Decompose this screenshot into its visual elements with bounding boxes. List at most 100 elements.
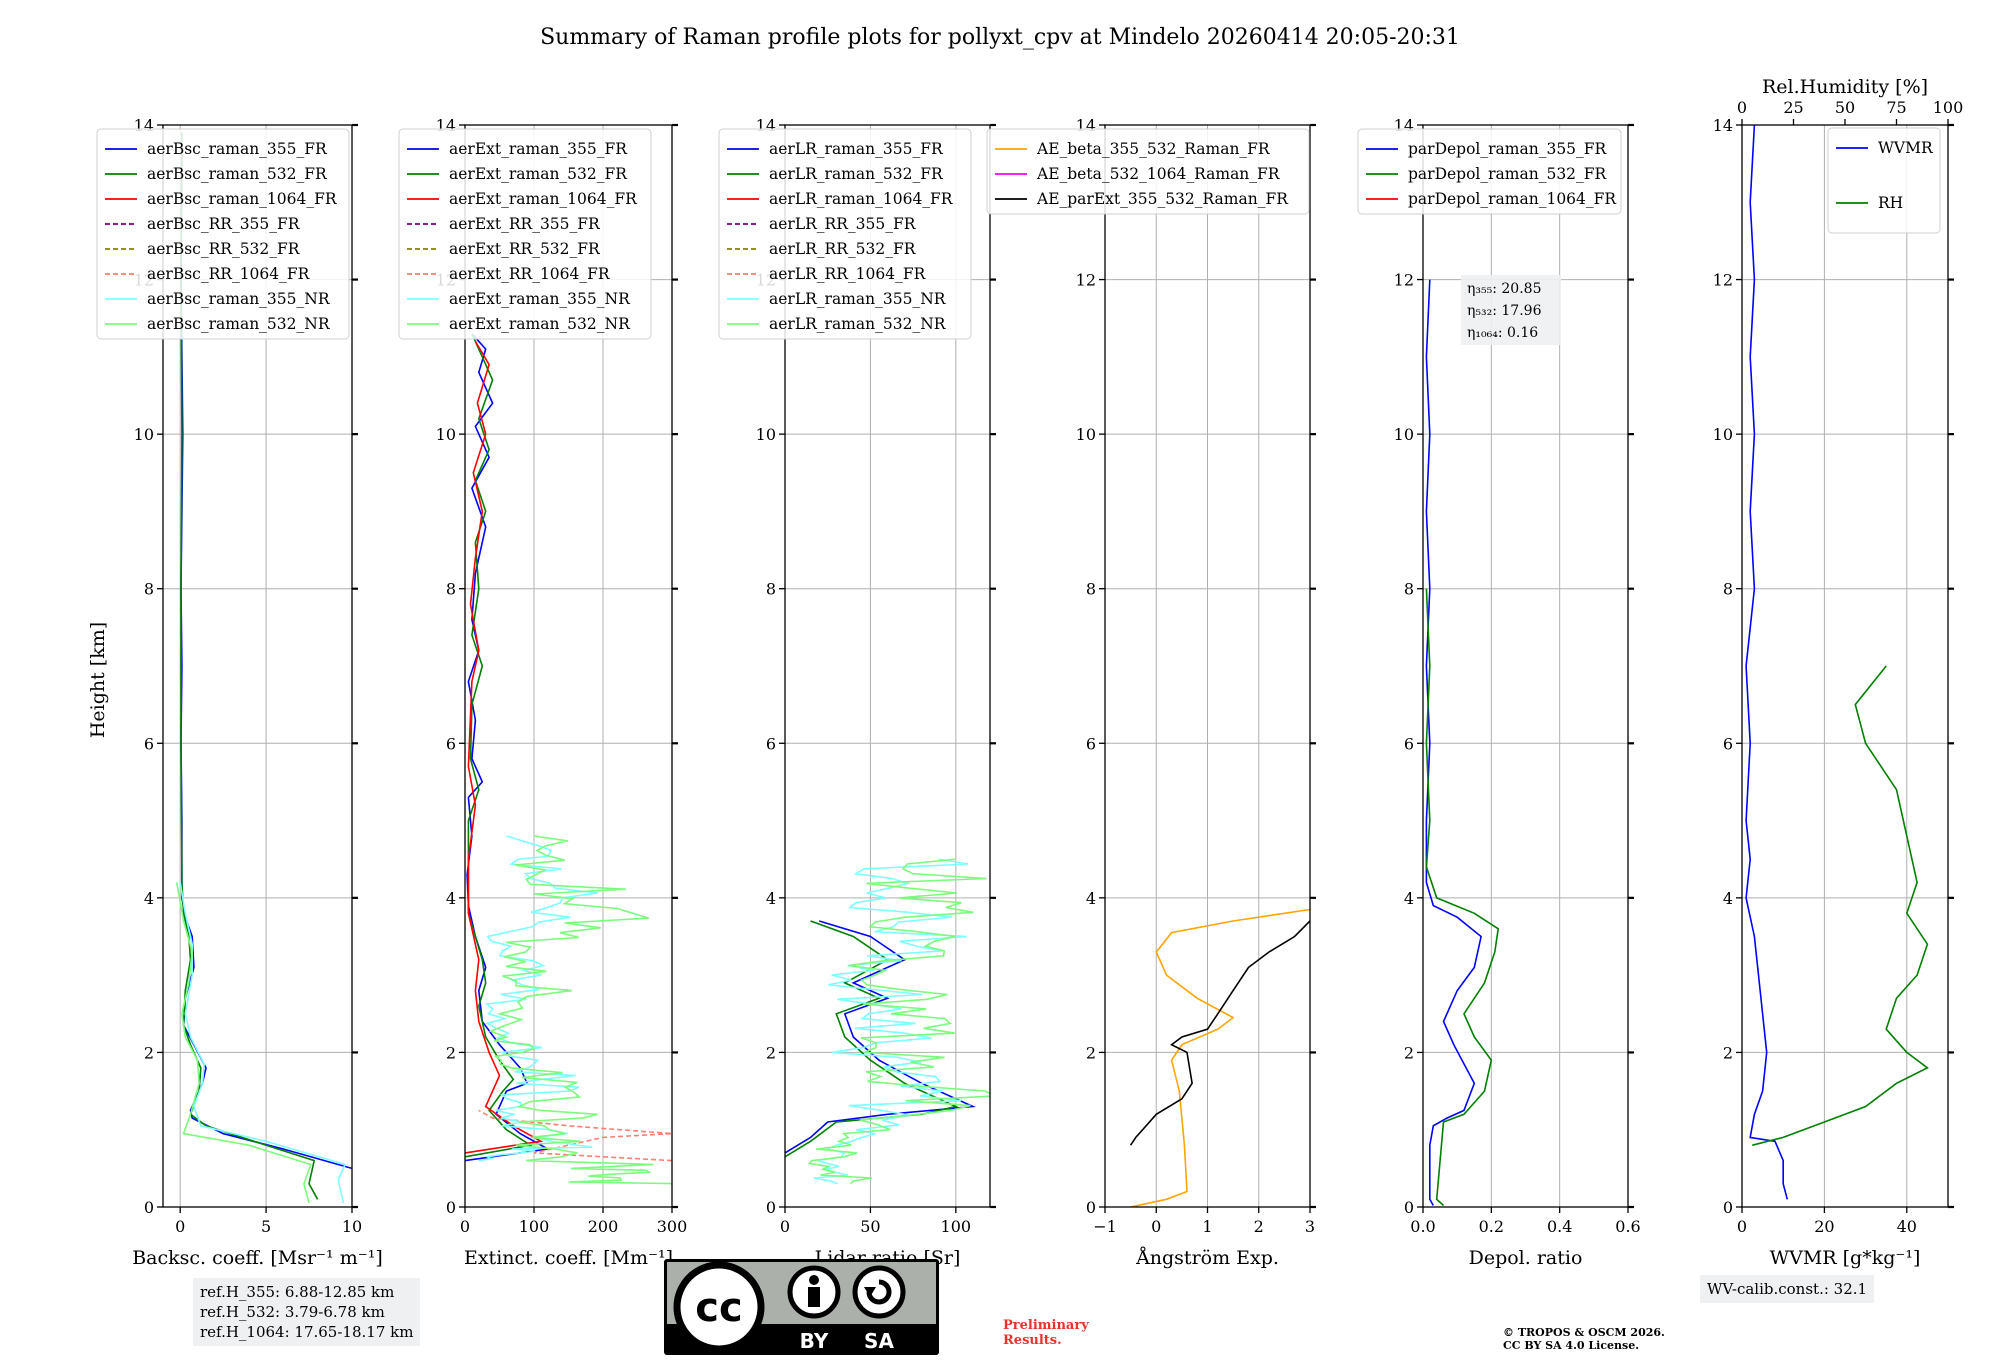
ref-h-532: ref.H_532: 3.79-6.78 km — [200, 1303, 385, 1321]
x-tick-label-bsc: 0 — [175, 1217, 185, 1236]
legend-depol: parDepol_raman_355_FR parDepol_raman_532_… — [1357, 128, 1622, 215]
legend-box-bsc — [96, 128, 350, 340]
y-tick-label-wv: 4 — [1723, 889, 1733, 908]
y-tick-label-bsc: 6 — [144, 734, 154, 753]
top-tick-label-wv: 0 — [1737, 98, 1747, 117]
series-parDepol_raman_532_FR — [1425, 588, 1500, 1207]
legend-box-lr — [718, 128, 972, 340]
x-tick-label-depol: 0.4 — [1547, 1217, 1572, 1236]
series-parDepol_raman_355_FR — [1425, 279, 1482, 1206]
legend-label-ext: aerExt_RR_532_FR — [449, 240, 601, 258]
y-tick-label-ext: 4 — [446, 889, 456, 908]
sa-share-icon — [852, 1265, 906, 1319]
x-axis-label-depol: Depol. ratio — [1469, 1247, 1583, 1269]
y-tick-label-lr: 4 — [766, 889, 776, 908]
legend-box-ae — [986, 128, 1310, 215]
ref-h-1064: ref.H_1064: 17.65-18.17 km — [200, 1323, 414, 1341]
legend-label-ae: AE_beta_532_1064_Raman_FR — [1036, 165, 1281, 183]
x-tick-label-lr: 100 — [941, 1217, 972, 1236]
x-tick-label-bsc: 5 — [261, 1217, 271, 1236]
copyright-line-2: CC BY SA 4.0 License. — [1503, 1339, 1640, 1352]
x-axis-label-ext: Extinct. coeff. [Mm⁻¹] — [464, 1247, 673, 1269]
y-tick-label-depol: 10 — [1394, 425, 1414, 444]
series-aerLR_raman_355_NR — [813, 858, 969, 1185]
legend-label-lr: aerLR_RR_355_FR — [769, 215, 917, 233]
x-tick-label-ae: 3 — [1305, 1217, 1315, 1236]
series-aerExt_raman_532_FR — [465, 333, 533, 1158]
legend-ae: AE_beta_355_532_Raman_FR AE_beta_532_1064… — [986, 128, 1310, 215]
legend-label-bsc: aerBsc_raman_1064_FR — [147, 190, 338, 208]
cc-by-sa-logo: cc BY SA — [664, 1259, 939, 1355]
legend-box-wv — [1827, 127, 1941, 234]
wv-calib-box: WV-calib.const.: 32.1 — [1700, 1275, 1875, 1303]
y-tick-label-lr: 0 — [766, 1198, 776, 1217]
series-WVMR — [1745, 125, 1789, 1200]
legend-label-bsc: aerBsc_RR_1064_FR — [147, 265, 311, 283]
preliminary-note: Preliminary Results. — [1003, 1318, 1089, 1348]
legend-label-ext: aerExt_raman_355_NR — [449, 290, 631, 308]
panel-ext: 024681012140100200300Extinct. coeff. [Mm… — [398, 116, 687, 1269]
x-axis-label-ae: Ångström Exp. — [1135, 1247, 1279, 1269]
legend-label-ext: aerExt_raman_355_FR — [449, 140, 628, 158]
axes-frame-bsc — [162, 124, 353, 1208]
sa-label: SA — [864, 1329, 894, 1353]
by-person-head — [809, 1275, 819, 1285]
legend-label-ext: aerExt_RR_1064_FR — [449, 265, 611, 283]
y-tick-label-depol: 12 — [1394, 271, 1414, 290]
y-tick-label-wv: 10 — [1713, 425, 1733, 444]
series-RH — [1752, 665, 1929, 1146]
x-tick-label-ext: 0 — [460, 1217, 470, 1236]
top-tick-label-wv: 75 — [1886, 98, 1906, 117]
y-tick-label-bsc: 10 — [134, 425, 154, 444]
legend-label-bsc: aerBsc_raman_532_FR — [147, 165, 328, 183]
x-axis-label-wv: WVMR [g*kg⁻¹] — [1770, 1247, 1921, 1269]
y-tick-label-wv: 0 — [1723, 1198, 1733, 1217]
figure-title: Summary of Raman profile plots for polly… — [540, 25, 1460, 50]
axes-frame-depol — [1422, 124, 1629, 1208]
y-tick-label-wv: 12 — [1713, 271, 1733, 290]
legend-label-wv: WVMR — [1878, 139, 1934, 157]
y-tick-label-ae: 6 — [1086, 734, 1096, 753]
by-person-body — [808, 1287, 820, 1307]
eta-box — [1461, 275, 1561, 345]
top-tick-label-wv: 25 — [1783, 98, 1803, 117]
y-tick-label-ext: 0 — [446, 1198, 456, 1217]
cc-text: cc — [695, 1285, 742, 1331]
y-tick-label-ae: 2 — [1086, 1043, 1096, 1062]
legend-bsc: aerBsc_raman_355_FR aerBsc_raman_532_FRae… — [96, 128, 350, 340]
y-tick-label-ae: 8 — [1086, 580, 1096, 599]
copyright-note: © TROPOS & OSCM 2026. CC BY SA 4.0 Licen… — [1503, 1326, 1665, 1352]
x-tick-label-lr: 0 — [780, 1217, 790, 1236]
legend-label-bsc: aerBsc_raman_532_NR — [147, 315, 331, 333]
y-tick-label-ext: 6 — [446, 734, 456, 753]
y-tick-label-lr: 10 — [756, 425, 776, 444]
y-tick-label-ae: 10 — [1076, 425, 1096, 444]
y-tick-label-bsc: 0 — [144, 1198, 154, 1217]
reference-height-box: ref.H_355: 6.88-12.85 km ref.H_532: 3.79… — [193, 1278, 421, 1346]
panel-bsc: 024681012140510Backsc. coeff. [Msr⁻¹ m⁻¹… — [96, 116, 383, 1269]
y-tick-label-ae: 12 — [1076, 271, 1096, 290]
legend-box-depol — [1357, 128, 1622, 215]
axes-frame-ext — [464, 124, 673, 1208]
y-tick-label-bsc: 2 — [144, 1043, 154, 1062]
x-tick-label-ext: 200 — [588, 1217, 619, 1236]
legend-label-lr: aerLR_RR_532_FR — [769, 240, 917, 258]
legend-label-bsc: aerBsc_RR_532_FR — [147, 240, 301, 258]
x-tick-label-wv: 0 — [1737, 1217, 1747, 1236]
y-tick-label-lr: 6 — [766, 734, 776, 753]
legend-label-lr: aerLR_raman_532_NR — [769, 315, 947, 333]
y-tick-label-wv: 8 — [1723, 580, 1733, 599]
y-tick-label-lr: 2 — [766, 1043, 776, 1062]
legend-label-ae: AE_parExt_355_532_Raman_FR — [1036, 190, 1289, 208]
x-tick-label-depol: 0.2 — [1479, 1217, 1504, 1236]
x-tick-label-ae: 1 — [1202, 1217, 1212, 1236]
x-tick-label-lr: 50 — [860, 1217, 880, 1236]
legend-label-lr: aerLR_raman_532_FR — [769, 165, 944, 183]
top-tick-label-wv: 100 — [1933, 98, 1964, 117]
legend-label-bsc: aerBsc_raman_355_FR — [147, 140, 328, 158]
legend-label-bsc: aerBsc_RR_355_FR — [147, 215, 301, 233]
